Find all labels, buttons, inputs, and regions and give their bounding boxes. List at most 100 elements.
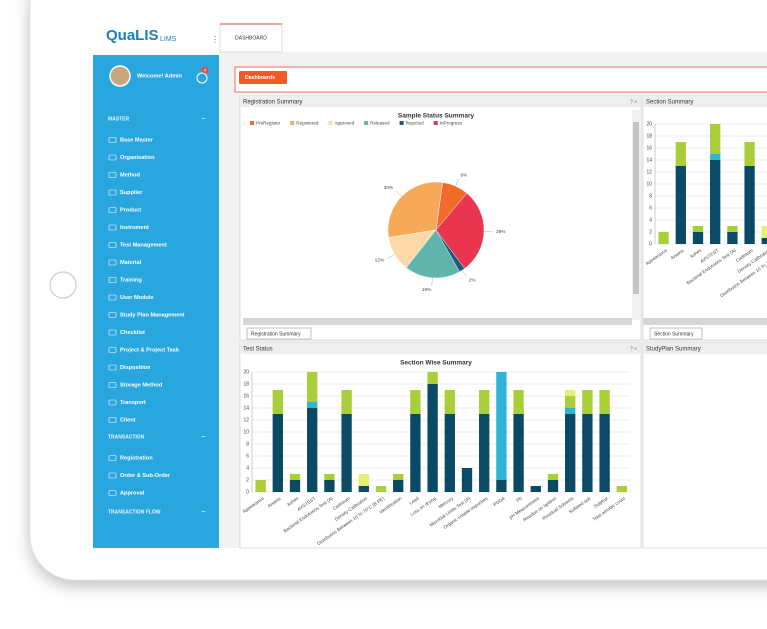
bar-segment [307,402,318,408]
menu-item[interactable]: Product [120,207,141,213]
menu-item[interactable]: Material [120,260,142,266]
panel-tab[interactable] [649,327,703,340]
folder-icon[interactable] [108,347,117,353]
data-label: 2% [469,278,477,284]
x-tick-label: Ashes [286,495,300,507]
panel-tab-label[interactable]: Registration Summary [251,331,301,337]
data-label: 29% [496,229,506,235]
y-tick-label: 0 [649,241,652,247]
menu-item[interactable]: Organisation [120,155,155,161]
button-label[interactable]: Dashboards [245,75,275,81]
legend-label: PreRegister [256,121,281,126]
menu-item[interactable]: User Module [120,295,154,301]
y-tick-label: 2 [246,477,249,483]
menu-item[interactable]: Approval [120,490,145,496]
folder-icon[interactable] [108,137,117,143]
y-tick-label: 14 [646,157,652,163]
h-scrollbar[interactable] [243,318,632,325]
menu-item[interactable]: Instrument [120,225,149,231]
menu-item[interactable]: Supplier [120,190,143,196]
bar-segment [272,390,283,414]
folder-icon[interactable] [108,242,117,248]
folder-icon[interactable] [108,312,117,318]
bar-segment [513,414,524,492]
folder-icon[interactable] [108,207,117,213]
folder-icon[interactable] [108,399,117,406]
bar-segment [599,390,610,414]
folder-icon[interactable] [108,224,117,231]
y-tick-label: 10 [243,429,249,435]
bar-segment [658,232,669,244]
panel-controls[interactable]: ? × [630,99,637,105]
folder-icon[interactable] [108,490,117,496]
collapse-icon: − [201,114,206,123]
menu-item[interactable]: Disposition [120,365,151,371]
bar-segment [710,154,721,160]
panel-title: StudyPlan Summary [646,347,701,353]
y-tick-label: 18 [646,133,652,139]
bar-segment [727,226,738,232]
menu-item[interactable]: Order & Sub-Order [120,473,171,479]
sidebar [93,55,219,548]
pie-slice [406,229,460,279]
panel-title: Registration Summary [243,100,302,106]
folder-icon[interactable] [108,259,117,266]
menu-item[interactable]: Training [120,277,142,283]
leader-line [455,178,459,187]
bar-segment [565,408,576,414]
folder-icon[interactable] [108,364,117,371]
folder-icon[interactable] [108,277,117,283]
x-tick-label: Lead [408,495,420,505]
menu-item[interactable]: Project & Project Task [120,347,180,353]
bar-segment [444,390,455,414]
x-tick-label: Ph [515,495,523,503]
leader-line [462,270,467,278]
tab-label[interactable]: DASHBOARD [235,35,267,41]
h-scrollbar[interactable] [643,318,767,325]
folder-icon[interactable] [108,417,117,423]
menu-dots[interactable]: ⋮ [211,35,219,44]
panel-tab-label[interactable]: Section Summary [654,331,694,337]
folder-icon[interactable] [108,472,117,479]
y-tick-label: 16 [243,393,249,399]
folder-icon[interactable] [108,294,117,301]
menu-item[interactable]: Base Master [120,137,154,143]
y-tick-label: 10 [646,181,652,187]
menu-item[interactable]: Storage Method [120,382,163,388]
folder-icon[interactable] [108,154,117,161]
tab[interactable] [219,23,283,53]
bar-segment [692,232,704,244]
scroll-thumb[interactable] [633,122,639,294]
bar-segment [289,480,301,492]
menu-item[interactable]: Registration [120,455,153,461]
panel-tab[interactable] [246,327,312,340]
folder-icon[interactable] [108,455,117,461]
home-button[interactable] [49,271,77,299]
panel-title: Test Status [243,347,273,353]
panel-header [643,96,767,107]
y-tick-label: 2 [649,229,652,235]
bar-segment [410,390,421,414]
welcome: Welcome! Admin [137,73,183,79]
dashboards-button[interactable] [239,71,287,84]
settings-icon[interactable] [196,72,208,84]
menu-item[interactable]: Study Plan Management [120,312,185,318]
folder-icon[interactable] [108,189,117,196]
y-tick-label: 20 [646,121,652,127]
legend-swatch [433,121,438,125]
menu-item[interactable]: Test Management [120,242,167,248]
menu-item[interactable]: Client [120,417,136,423]
menu-item[interactable]: Checklist [120,330,145,336]
bar-segment [744,142,755,166]
folder-icon[interactable] [108,172,117,178]
folder-icon[interactable] [108,382,117,388]
folder-icon[interactable] [108,329,117,336]
panel-controls[interactable]: ? × [630,346,637,352]
bar-segment [513,390,524,414]
legend-swatch [328,121,333,125]
menu-item[interactable]: Method [120,172,140,178]
legend-label: Registered [296,121,319,126]
bar-segment [616,486,627,492]
data-label: 19% [422,287,432,293]
menu-item[interactable]: Transport [120,400,146,406]
